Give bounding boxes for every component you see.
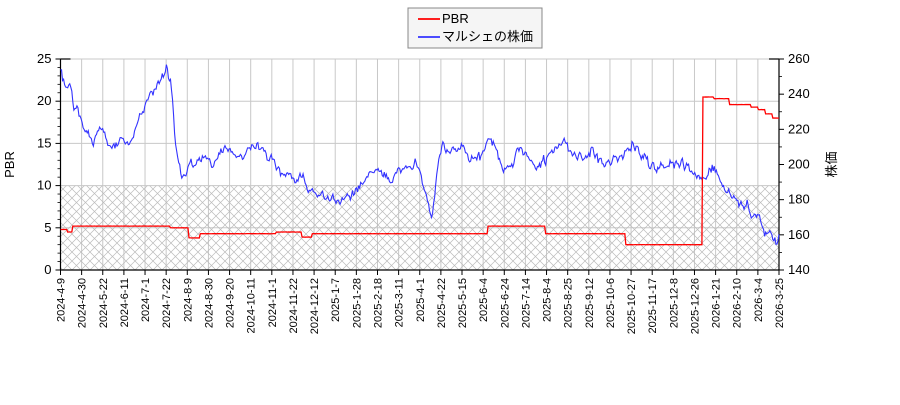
- svg-text:2025-6-4: 2025-6-4: [478, 278, 490, 322]
- svg-text:2025-11-17: 2025-11-17: [647, 278, 659, 333]
- svg-text:2025-5-15: 2025-5-15: [457, 278, 469, 328]
- svg-text:20: 20: [37, 93, 51, 108]
- svg-text:2025-4-22: 2025-4-22: [436, 278, 448, 328]
- svg-text:10: 10: [37, 178, 51, 193]
- svg-text:2025-8-25: 2025-8-25: [563, 278, 575, 328]
- svg-text:2024-12-12: 2024-12-12: [309, 278, 321, 334]
- svg-text:0: 0: [44, 262, 51, 277]
- svg-text:2024-11-22: 2024-11-22: [288, 278, 300, 333]
- svg-text:5: 5: [44, 220, 51, 235]
- svg-text:2025-10-27: 2025-10-27: [626, 278, 638, 334]
- svg-text:マルシェの株価: マルシェの株価: [442, 29, 533, 44]
- svg-text:2024-6-11: 2024-6-11: [119, 278, 131, 327]
- svg-text:2025-1-28: 2025-1-28: [351, 278, 363, 328]
- svg-text:2025-10-6: 2025-10-6: [605, 278, 617, 328]
- svg-text:2026-3-25: 2026-3-25: [774, 278, 786, 328]
- svg-text:2025-4-1: 2025-4-1: [415, 278, 427, 322]
- svg-text:2024-8-9: 2024-8-9: [182, 278, 194, 322]
- svg-text:2025-2-18: 2025-2-18: [372, 278, 384, 328]
- svg-text:240: 240: [788, 86, 810, 101]
- svg-text:2024-11-1: 2024-11-1: [267, 278, 279, 327]
- svg-text:2026-3-4: 2026-3-4: [753, 278, 765, 322]
- svg-text:2025-1-7: 2025-1-7: [330, 278, 342, 322]
- svg-text:25: 25: [37, 51, 51, 66]
- svg-text:2025-12-26: 2025-12-26: [689, 278, 701, 334]
- svg-text:160: 160: [788, 227, 810, 242]
- svg-text:260: 260: [788, 51, 810, 66]
- svg-text:2025-3-11: 2025-3-11: [394, 278, 406, 327]
- svg-text:2024-4-9: 2024-4-9: [56, 278, 68, 322]
- svg-text:2024-9-20: 2024-9-20: [225, 278, 237, 328]
- svg-text:2025-7-14: 2025-7-14: [520, 278, 532, 328]
- svg-text:220: 220: [788, 121, 810, 136]
- svg-text:2024-5-22: 2024-5-22: [98, 278, 110, 328]
- svg-text:2026-1-21: 2026-1-21: [711, 278, 723, 328]
- svg-text:2026-2-10: 2026-2-10: [732, 278, 744, 328]
- svg-text:15: 15: [37, 135, 51, 150]
- svg-text:140: 140: [788, 262, 810, 277]
- svg-text:2025-8-4: 2025-8-4: [542, 278, 554, 322]
- svg-text:2025-6-24: 2025-6-24: [499, 278, 511, 328]
- svg-text:PBR: PBR: [2, 151, 17, 178]
- svg-text:PBR: PBR: [442, 11, 469, 26]
- svg-text:2024-4-30: 2024-4-30: [77, 278, 89, 328]
- svg-text:2024-8-30: 2024-8-30: [203, 278, 215, 328]
- svg-text:200: 200: [788, 157, 810, 172]
- svg-text:2025-12-8: 2025-12-8: [668, 278, 680, 328]
- svg-text:2024-10-11: 2024-10-11: [246, 278, 258, 333]
- svg-text:2024-7-22: 2024-7-22: [161, 278, 173, 328]
- svg-text:株価: 株価: [824, 151, 839, 177]
- svg-text:2025-9-12: 2025-9-12: [584, 278, 596, 328]
- svg-text:2024-7-1: 2024-7-1: [140, 278, 152, 322]
- svg-text:180: 180: [788, 192, 810, 207]
